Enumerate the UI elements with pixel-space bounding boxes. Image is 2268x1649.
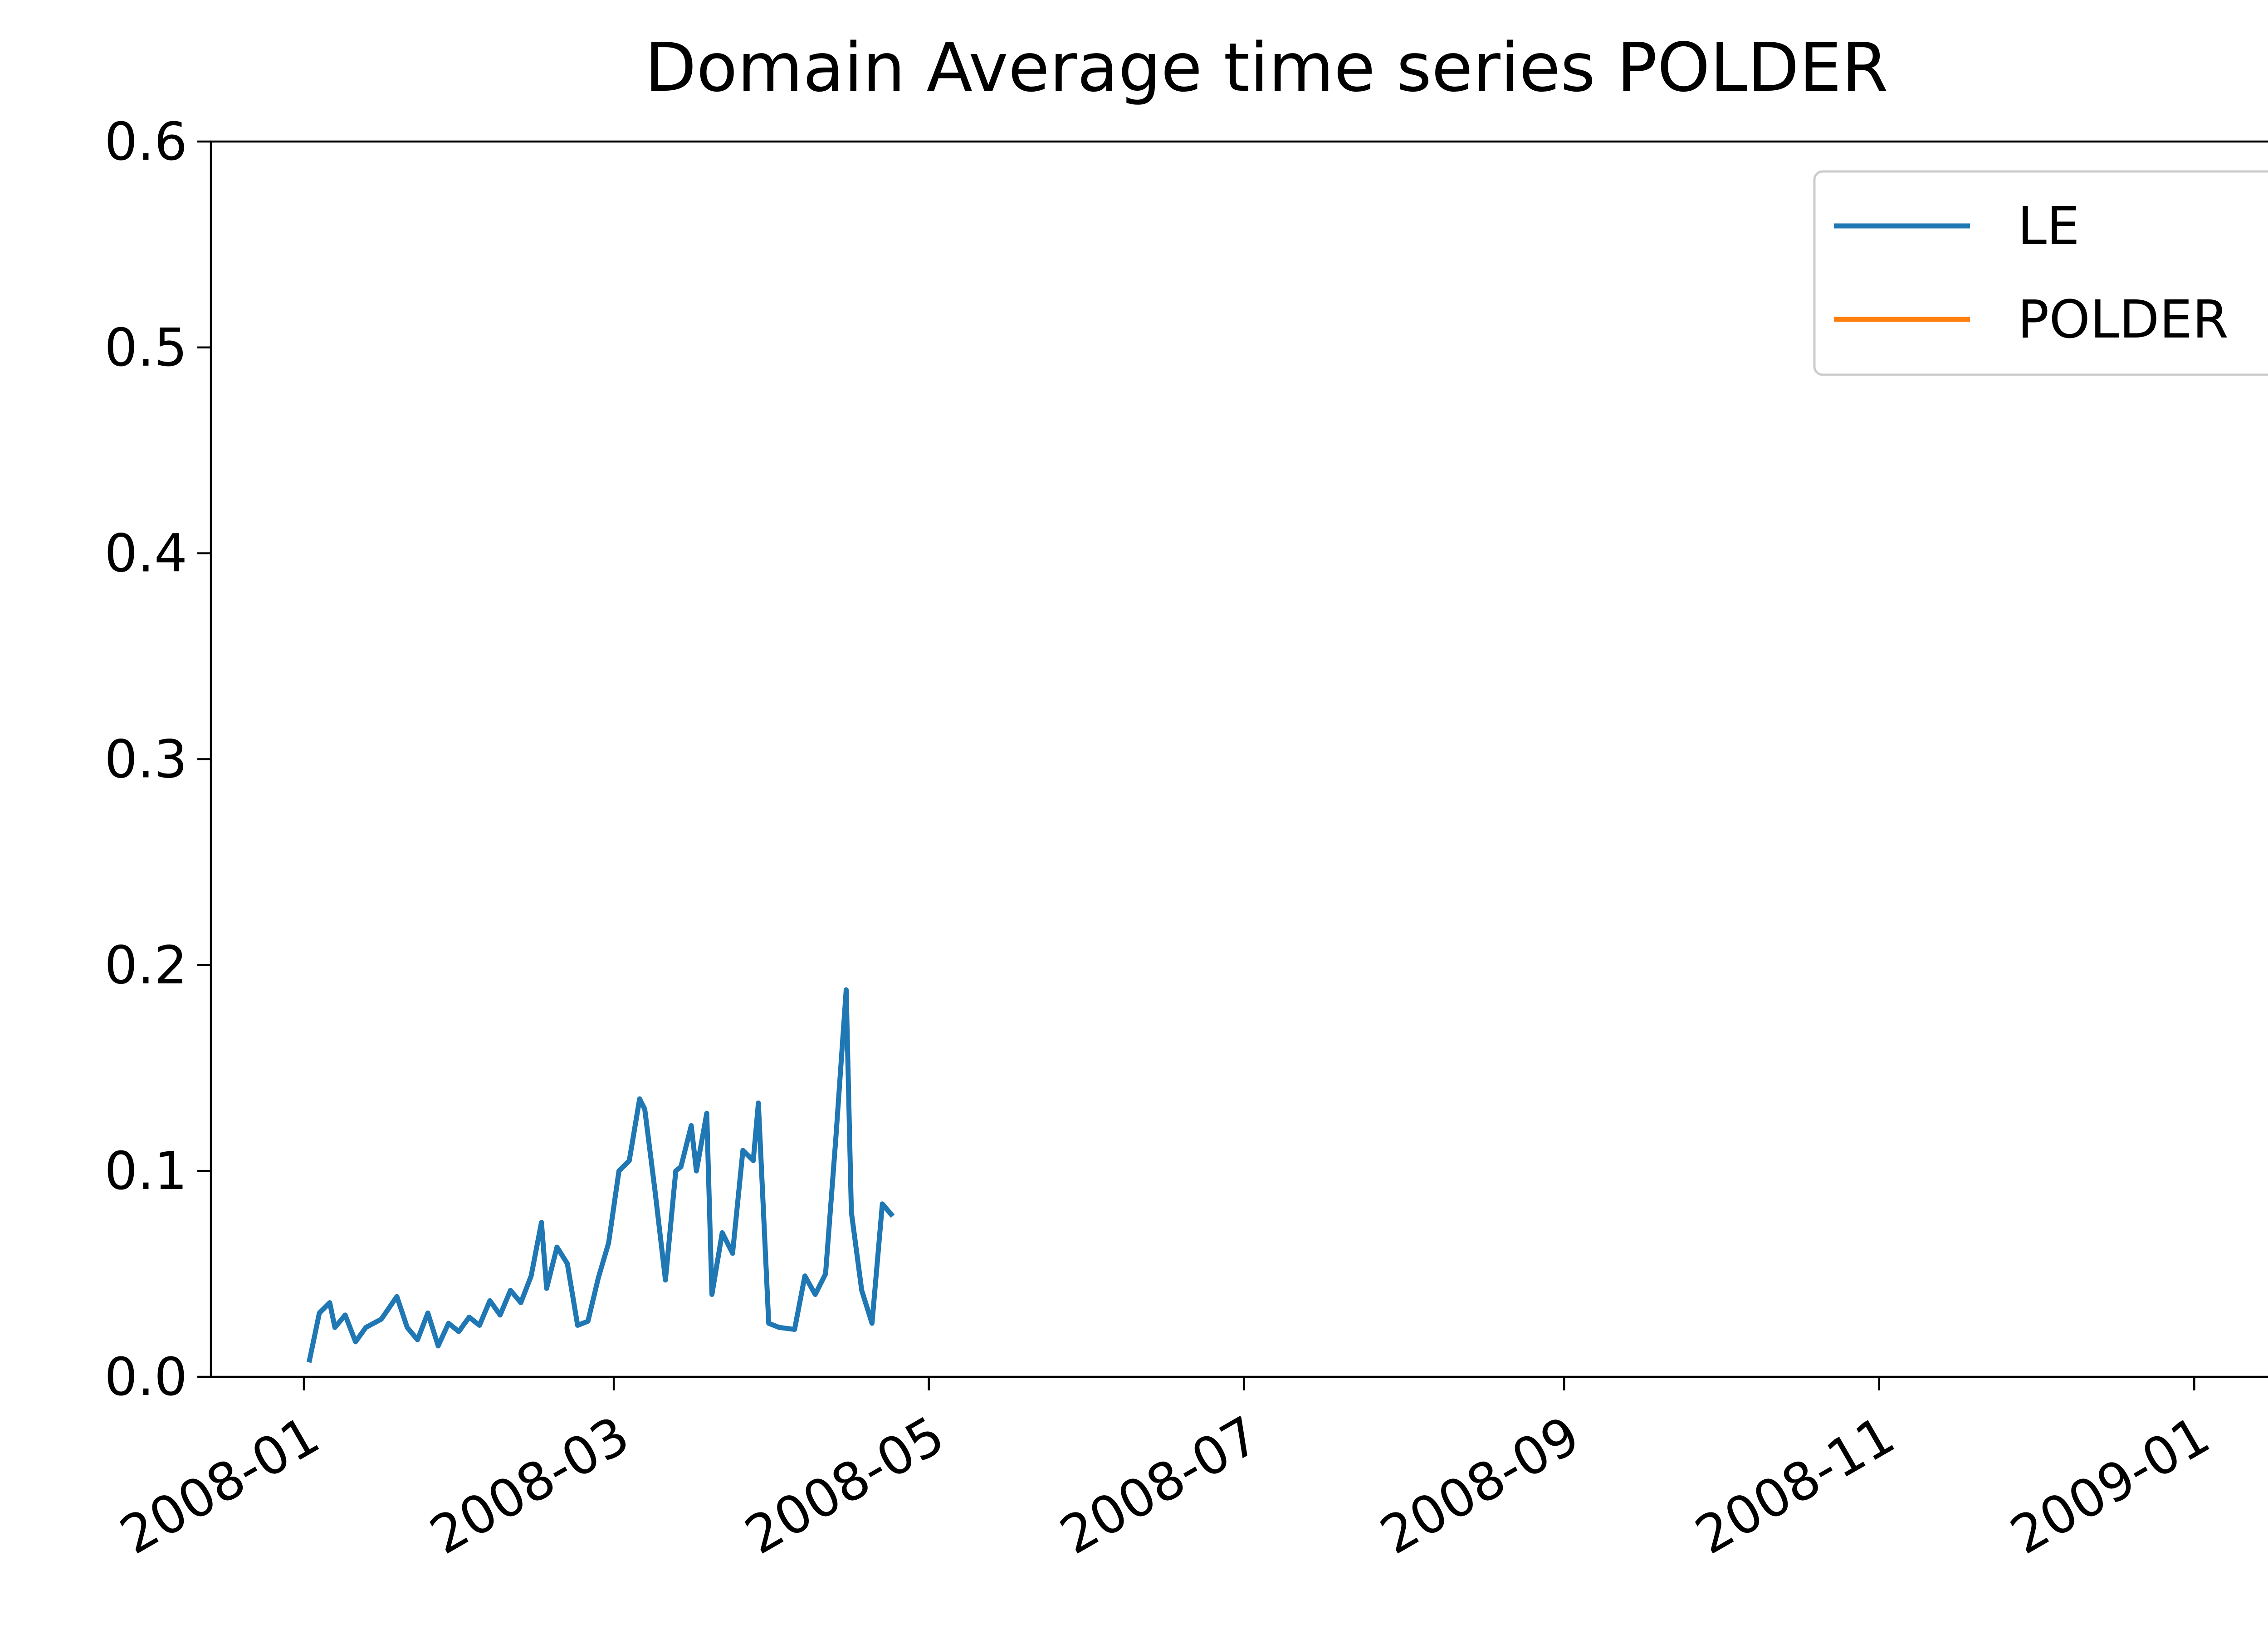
series-layer bbox=[306, 987, 895, 1363]
y-tick-label: 0.2 bbox=[104, 935, 187, 996]
y-tick-label: 0.0 bbox=[104, 1347, 187, 1408]
y-tick-label: 0.6 bbox=[104, 112, 187, 172]
series-line-le bbox=[306, 987, 895, 1363]
y-tick-label: 0.4 bbox=[104, 524, 187, 584]
y-tick-label: 0.3 bbox=[104, 729, 187, 790]
legend-label-polder: POLDER bbox=[2018, 289, 2229, 350]
y-tick-label: 0.1 bbox=[104, 1141, 187, 1202]
legend-label-le: LE bbox=[2018, 196, 2080, 257]
y-axis: 0.0 0.1 0.2 0.3 0.4 0.5 0.6 bbox=[104, 112, 211, 1408]
legend-box bbox=[1813, 170, 2268, 376]
y-tick-label: 0.5 bbox=[104, 318, 187, 378]
legend: LE POLDER bbox=[1813, 170, 2268, 376]
chart-title: Domain Average time series POLDER bbox=[645, 29, 1888, 107]
